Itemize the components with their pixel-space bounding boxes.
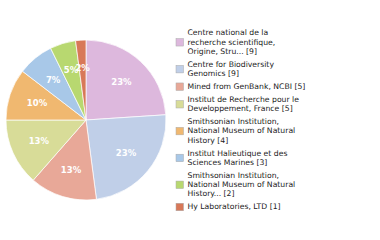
pie-slice xyxy=(86,40,166,120)
legend-item: Centre national de larecherche scientifi… xyxy=(176,28,275,56)
pie-slice xyxy=(86,115,166,200)
legend-label-line: Genomics [9] xyxy=(188,69,239,78)
pie xyxy=(6,40,166,200)
legend-swatch xyxy=(176,154,184,162)
legend-swatch xyxy=(176,65,184,73)
data-label: 13% xyxy=(61,165,82,175)
legend-label-line: Centre for Biodiversity xyxy=(188,60,275,69)
legend-label: Smithsonian Institution,National Museum … xyxy=(188,117,296,145)
legend-swatch xyxy=(176,101,184,109)
legend-label-line: Sciences Marines [3] xyxy=(188,158,268,167)
legend-label: Hy Laboratories, LTD [1] xyxy=(188,202,281,211)
legend-label-line: History [4] xyxy=(188,136,229,145)
legend-item: Hy Laboratories, LTD [1] xyxy=(176,202,281,211)
legend-item: Institut Halieutique et desSciences Mari… xyxy=(176,149,287,167)
data-label: 10% xyxy=(27,98,48,108)
legend-swatch xyxy=(176,83,184,91)
legend-swatch xyxy=(176,127,184,135)
legend-label-line: National Museum of Natural xyxy=(188,126,296,135)
legend-label: Institut de Recherche pour leDeveloppeme… xyxy=(188,95,300,113)
legend-label: Institut Halieutique et desSciences Mari… xyxy=(188,149,288,167)
legend-label-line: Developpement, France [5] xyxy=(188,104,293,113)
data-label: 23% xyxy=(116,148,137,158)
legend-label-line: Institut de Recherche pour le xyxy=(188,95,300,104)
chart: 23%23%13%13%10%7%5%2%Centre national de … xyxy=(0,0,380,240)
data-label: 23% xyxy=(111,77,132,87)
legend-label: Centre for BiodiversityGenomics [9] xyxy=(188,60,275,78)
legend-label-line: Mined from GenBank, NCBI [5] xyxy=(188,82,306,91)
legend-swatch xyxy=(176,39,184,47)
legend-item: Institut de Recherche pour leDeveloppeme… xyxy=(176,95,299,113)
data-label: 13% xyxy=(29,136,50,146)
legend-swatch xyxy=(176,203,184,211)
data-labels: 23%23%13%13%10%7%5%2% xyxy=(27,63,137,174)
data-label: 2% xyxy=(75,63,90,73)
legend-label-line: Hy Laboratories, LTD [1] xyxy=(188,202,281,211)
legend: Centre national de larecherche scientifi… xyxy=(176,28,305,211)
legend-swatch xyxy=(176,181,184,189)
legend-label: Smithsonian Institution,National Museum … xyxy=(188,171,296,199)
pie-slice xyxy=(76,40,86,120)
pie-slice xyxy=(6,120,86,180)
legend-label: Mined from GenBank, NCBI [5] xyxy=(188,82,306,91)
legend-item: Smithsonian Institution,National Museum … xyxy=(176,171,295,199)
legend-item: Centre for BiodiversityGenomics [9] xyxy=(176,60,274,78)
legend-label-line: Centre national de la xyxy=(188,28,269,37)
legend-label-line: Smithsonian Institution, xyxy=(188,117,279,126)
data-label: 7% xyxy=(46,75,61,85)
legend-label-line: History... [2] xyxy=(188,189,235,198)
legend-label-line: recherche scientifique, xyxy=(188,38,276,47)
legend-label-line: Origine, Stru... [9] xyxy=(188,47,257,56)
legend-label-line: Institut Halieutique et des xyxy=(188,149,288,158)
legend-item: Mined from GenBank, NCBI [5] xyxy=(176,82,305,91)
legend-label-line: National Museum of Natural xyxy=(188,180,296,189)
legend-label-line: Smithsonian Institution, xyxy=(188,171,279,180)
legend-label: Centre national de larecherche scientifi… xyxy=(188,28,276,56)
legend-item: Smithsonian Institution,National Museum … xyxy=(176,117,295,145)
